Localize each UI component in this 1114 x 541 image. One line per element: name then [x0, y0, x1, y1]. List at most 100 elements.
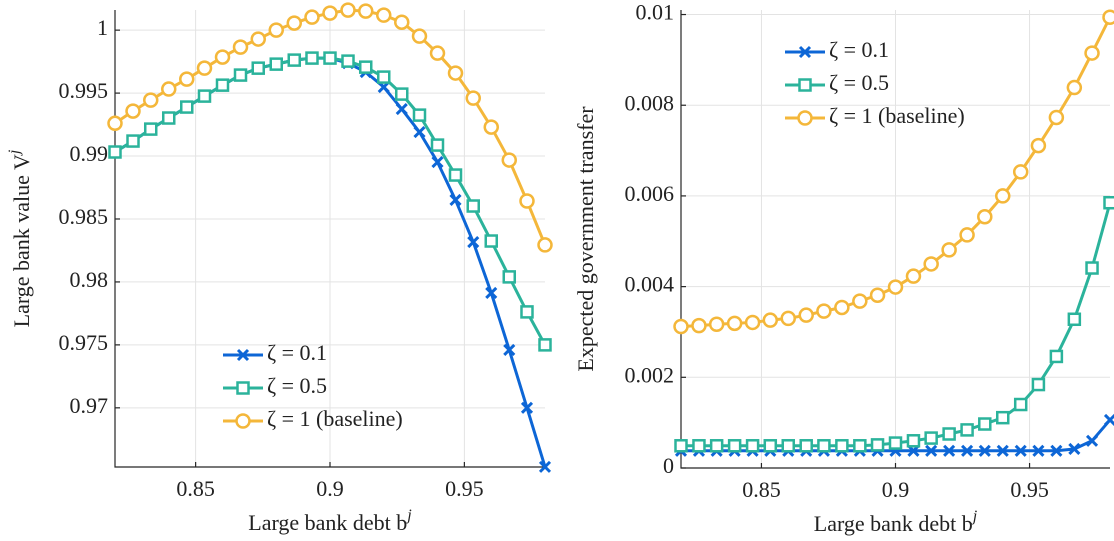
legend: ζ = 0.1 ζ = 0.5 ζ = 1 (baseline) [785, 37, 965, 128]
x-axis-label: Large bank debt bj [248, 507, 412, 535]
marker [978, 417, 992, 431]
marker [674, 439, 688, 453]
marker [413, 126, 426, 139]
marker [214, 49, 231, 65]
y-tick-label: 0.002 [625, 362, 675, 387]
marker [125, 103, 141, 119]
marker [430, 138, 445, 152]
marker [197, 89, 212, 103]
marker [161, 81, 177, 97]
y-tick-label: 0.97 [70, 393, 109, 418]
marker [708, 316, 725, 333]
marker [888, 436, 903, 450]
y-axis-label: Large bank value Vj [6, 149, 34, 327]
marker [233, 68, 248, 82]
legend-label: ζ = 0.5 [267, 373, 327, 398]
marker [287, 53, 302, 67]
marker [142, 92, 159, 108]
marker [923, 256, 939, 272]
marker [215, 78, 230, 92]
x-axis-label: Large bank debt bj [814, 508, 978, 536]
y-tick-label: 0 [663, 453, 674, 478]
axis-line [680, 10, 1110, 469]
marker [448, 168, 463, 182]
marker [1103, 413, 1114, 426]
marker [143, 122, 158, 136]
legend: ζ = 0.1 ζ = 0.5 ζ = 1 (baseline) [223, 340, 403, 431]
marker [906, 434, 921, 448]
x-axis-label-text: Large bank debt b [248, 510, 407, 535]
marker [449, 193, 462, 207]
marker [305, 51, 319, 65]
marker [978, 444, 991, 457]
marker [870, 438, 885, 452]
y-tick-label: 0.995 [59, 78, 109, 103]
marker [961, 444, 974, 457]
marker [834, 299, 850, 316]
marker [483, 119, 499, 135]
marker [744, 314, 761, 331]
marker [108, 145, 122, 159]
legend-label: ζ = 0.5 [829, 70, 889, 95]
marker [960, 423, 974, 437]
marker [1085, 261, 1099, 275]
marker [340, 2, 356, 18]
marker [467, 235, 480, 249]
y-axis-label-sup: j [6, 149, 23, 156]
series-layer [107, 2, 553, 473]
y-tick-label: 0.975 [59, 330, 109, 355]
marker [852, 293, 868, 309]
marker [692, 439, 706, 453]
marker [798, 78, 812, 92]
marker [377, 70, 391, 84]
marker [942, 427, 956, 441]
y-axis-label-text: Expected government transfer [573, 106, 598, 372]
marker [395, 87, 409, 101]
marker [925, 444, 938, 457]
marker [322, 5, 338, 21]
marker [503, 343, 516, 356]
y-tick-label: 0.004 [625, 272, 675, 297]
x-tick-label: 0.95 [1010, 477, 1049, 502]
marker [887, 279, 904, 295]
marker [835, 439, 849, 453]
marker [235, 413, 251, 429]
y-tick-label: 0.985 [59, 204, 109, 229]
marker [959, 227, 975, 243]
marker [358, 60, 373, 74]
x-tick-label: 0.9 [882, 477, 910, 502]
marker [1030, 137, 1047, 154]
marker [817, 439, 831, 453]
x-axis-label-sup: j [405, 507, 412, 524]
marker [1103, 195, 1114, 210]
marker [323, 51, 337, 65]
marker [691, 317, 707, 334]
marker [797, 110, 813, 126]
marker [268, 22, 284, 38]
marker [1032, 444, 1045, 457]
y-tick-label: 0.01 [636, 0, 675, 25]
marker [995, 188, 1011, 204]
x-tick-label: 0.85 [742, 477, 781, 502]
marker [162, 111, 176, 125]
marker [107, 115, 123, 132]
series-layer [673, 9, 1114, 457]
marker [485, 286, 498, 299]
marker [196, 60, 213, 76]
marker [395, 103, 408, 116]
marker [798, 45, 812, 59]
marker [905, 268, 922, 284]
marker [781, 439, 795, 453]
marker [236, 381, 250, 395]
marker [924, 431, 938, 445]
marker [1068, 442, 1081, 456]
y-axis-label-text: Large bank value V [9, 154, 34, 327]
marker [411, 28, 428, 44]
marker [429, 45, 446, 61]
legend-label: ζ = 1 (baseline) [829, 103, 965, 128]
marker [501, 152, 518, 168]
marker [250, 31, 266, 47]
marker [941, 242, 957, 258]
marker [466, 199, 480, 213]
